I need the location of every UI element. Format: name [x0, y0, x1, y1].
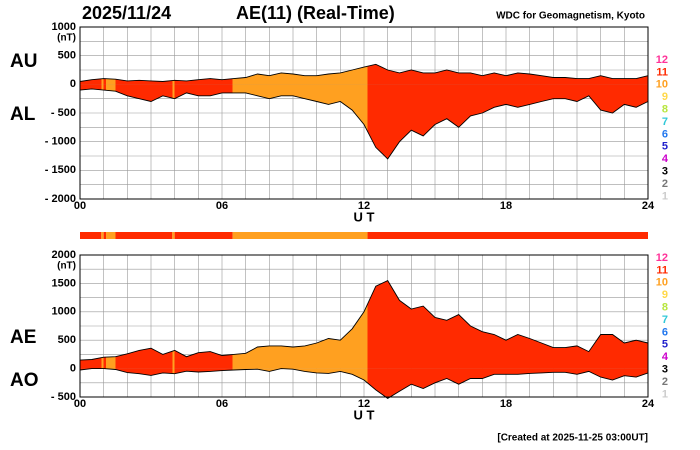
station-segment: [172, 232, 175, 239]
x-tick-label: 18: [500, 398, 512, 410]
legend-entry: 3: [662, 166, 668, 178]
x-axis-label: U T: [354, 407, 375, 422]
title: AE(11) (Real-Time): [236, 3, 395, 23]
y-tick-label: - 1000: [45, 136, 76, 148]
station-segment: [101, 232, 104, 239]
legend-entry: 10: [656, 79, 668, 91]
area: [80, 368, 648, 399]
legend-entry: 2: [662, 178, 668, 190]
legend-entry: 5: [662, 339, 668, 351]
legend-entry: 4: [662, 153, 669, 165]
y-tick-label: 1000: [52, 21, 76, 33]
legend-entry: 11: [656, 66, 668, 78]
footer: [Created at 2025-11-25 03:00UT]: [497, 433, 648, 444]
outline: [79, 280, 649, 361]
legend-entry: 8: [662, 104, 668, 116]
legend-entry: 2: [662, 376, 668, 388]
legend-entry: 4: [662, 351, 669, 363]
y-tick-label: - 1500: [45, 164, 76, 176]
y-tick-label: 500: [58, 334, 76, 346]
x-tick-label: 06: [216, 398, 228, 410]
y-tick-label: 2000: [52, 249, 76, 261]
y-tick-label: 500: [58, 50, 76, 62]
x-tick-label: 12: [358, 200, 370, 212]
legend-entry: 12: [656, 252, 668, 264]
y-tick-label: - 500: [51, 107, 76, 119]
legend-entry: 6: [662, 326, 668, 338]
x-tick-label: 00: [74, 398, 86, 410]
legend-entry: 1: [662, 190, 668, 202]
y-tick-label: 1000: [52, 306, 76, 318]
plot-frame: [79, 26, 649, 200]
station-segment: [106, 232, 116, 239]
y-tick-label: - 500: [51, 391, 76, 403]
y-tick-label: 1500: [52, 277, 76, 289]
legend-entry: 10: [656, 277, 668, 289]
legend-entry: 6: [662, 128, 668, 140]
outline: [79, 88, 649, 160]
legend-entry: 12: [656, 54, 668, 66]
outline: [79, 368, 649, 399]
series-label: AU: [10, 51, 37, 72]
x-tick-label: 18: [500, 200, 512, 212]
source: WDC for Geomagnetism, Kyoto: [496, 11, 645, 22]
x-tick-label: 24: [642, 398, 655, 410]
legend-entry: 7: [662, 116, 668, 128]
legend-entry: 1: [662, 388, 668, 400]
x-tick-label: 24: [642, 200, 655, 212]
legend-entry: 8: [662, 302, 668, 314]
area: [80, 84, 648, 159]
station-segment: [232, 232, 368, 239]
series-label: AE: [10, 327, 36, 348]
outline: [79, 63, 649, 82]
y-tick-label: 0: [70, 78, 76, 90]
legend-entry: 5: [662, 141, 668, 153]
area: [80, 64, 648, 85]
station-segment: [174, 232, 233, 239]
y-tick-label: 0: [70, 363, 76, 375]
y-tick-label: - 2000: [45, 193, 76, 205]
date: 2025/11/24: [82, 3, 171, 23]
station-segment: [115, 232, 173, 239]
legend-entry: 3: [662, 364, 668, 376]
series-label: AL: [10, 104, 36, 125]
legend-entry: 7: [662, 314, 668, 326]
station-segment: [103, 232, 107, 239]
station-segment: [367, 232, 648, 239]
legend-entry: 9: [662, 91, 668, 103]
x-tick-label: 00: [74, 200, 86, 212]
x-tick-label: 06: [216, 200, 228, 212]
y-unit: (nT): [57, 33, 76, 44]
series-label: AO: [10, 370, 39, 391]
y-unit: (nT): [57, 261, 76, 272]
x-tick-label: 12: [358, 398, 370, 410]
legend-entry: 9: [662, 289, 668, 301]
legend-entry: 11: [656, 264, 668, 276]
area: [80, 280, 648, 369]
station-segment: [80, 232, 102, 239]
x-axis-label: U T: [354, 209, 375, 224]
plot-frame: [79, 254, 649, 398]
